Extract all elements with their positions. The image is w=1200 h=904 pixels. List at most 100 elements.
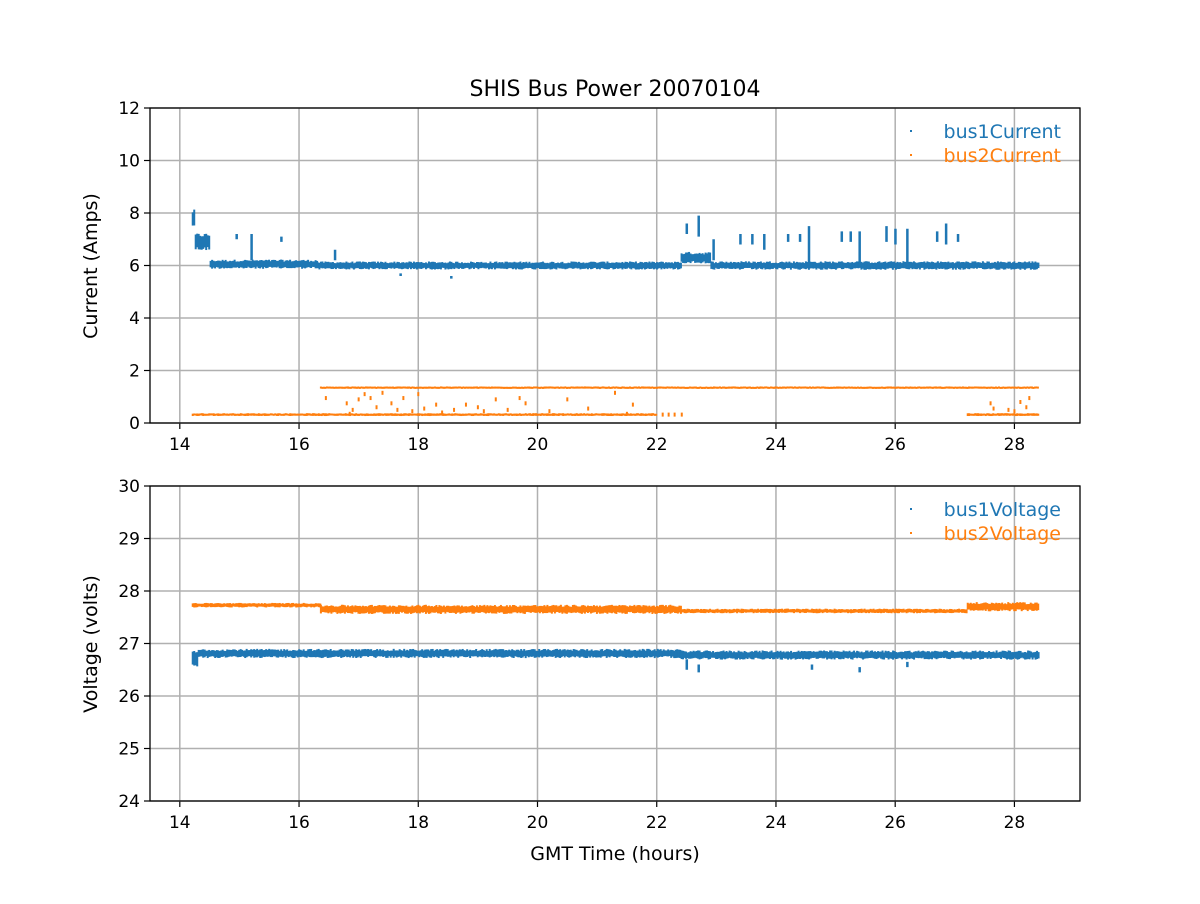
data-point (910, 652, 913, 659)
data-point (265, 413, 268, 416)
data-point (444, 262, 447, 270)
data-point (527, 650, 530, 658)
data-point (886, 651, 889, 658)
data-point (331, 605, 334, 613)
data-point (701, 609, 704, 613)
data-point (975, 386, 978, 389)
data-point (620, 413, 623, 417)
data-point (1028, 413, 1031, 416)
data-point (580, 649, 583, 657)
data-point (628, 386, 631, 389)
data-point (471, 386, 474, 389)
data-point (394, 606, 397, 614)
data-point (435, 263, 438, 269)
data-point (943, 386, 946, 389)
data-point (685, 223, 689, 234)
data-point (499, 413, 502, 416)
data-point (857, 609, 860, 613)
data-point (963, 386, 966, 389)
data-point (483, 604, 486, 613)
data-point (751, 234, 754, 245)
data-point (748, 652, 751, 658)
data-point (849, 262, 852, 270)
data-point (839, 651, 842, 660)
data-point (298, 649, 301, 657)
data-point (851, 651, 854, 660)
data-point (331, 386, 334, 389)
data-point (390, 401, 393, 406)
data-point (622, 263, 625, 269)
data-point (784, 608, 787, 613)
data-point (842, 650, 845, 660)
data-point (673, 386, 676, 389)
data-point (292, 649, 295, 659)
data-point (333, 386, 336, 389)
data-point (701, 253, 704, 263)
data-point (737, 608, 740, 613)
data-point (536, 413, 539, 416)
data-point (402, 262, 405, 269)
data-point (588, 262, 591, 269)
data-point (604, 605, 607, 613)
data-point (555, 386, 558, 389)
data-point (387, 263, 390, 268)
data-point (356, 413, 359, 416)
data-point (592, 605, 595, 613)
data-point (342, 604, 345, 613)
data-point (580, 605, 583, 614)
data-point (447, 605, 450, 613)
data-point (511, 262, 514, 270)
data-point (914, 651, 917, 658)
data-point (1028, 650, 1031, 660)
data-point (493, 386, 496, 389)
data-point (657, 606, 660, 613)
data-point (307, 413, 310, 416)
data-point (607, 605, 610, 613)
data-point (316, 262, 319, 269)
data-point (544, 386, 547, 389)
data-point (409, 413, 412, 416)
data-point (574, 649, 577, 658)
data-point (691, 609, 694, 614)
data-point (606, 386, 609, 389)
data-point (911, 262, 914, 270)
data-point (970, 386, 973, 389)
data-point (796, 608, 799, 613)
data-point (1001, 602, 1004, 611)
data-point (505, 261, 508, 270)
data-point (779, 608, 782, 613)
data-point (493, 649, 496, 658)
data-point (784, 386, 787, 389)
data-point (304, 260, 307, 269)
data-point (996, 413, 999, 416)
data-point (570, 386, 573, 389)
data-point (927, 386, 930, 389)
data-point (709, 608, 712, 613)
data-point (881, 262, 884, 269)
data-point (876, 386, 879, 389)
data-point (242, 603, 245, 608)
data-point (539, 413, 542, 416)
data-point (443, 649, 446, 657)
data-point (334, 606, 337, 613)
data-point (340, 386, 343, 389)
data-point (352, 263, 355, 270)
data-point (232, 260, 235, 268)
data-point (756, 261, 759, 269)
data-point (685, 609, 688, 614)
data-point (521, 413, 524, 416)
data-point (454, 386, 457, 389)
data-point (786, 386, 789, 389)
data-point (785, 261, 788, 268)
data-point (399, 605, 402, 612)
data-point (648, 386, 651, 389)
data-point (978, 413, 981, 416)
data-point (532, 605, 535, 613)
data-point (496, 386, 499, 389)
data-point (199, 235, 202, 250)
data-point (735, 262, 738, 269)
data-point (883, 652, 886, 660)
data-point (486, 605, 489, 613)
data-point (310, 260, 313, 268)
data-point (352, 386, 355, 389)
